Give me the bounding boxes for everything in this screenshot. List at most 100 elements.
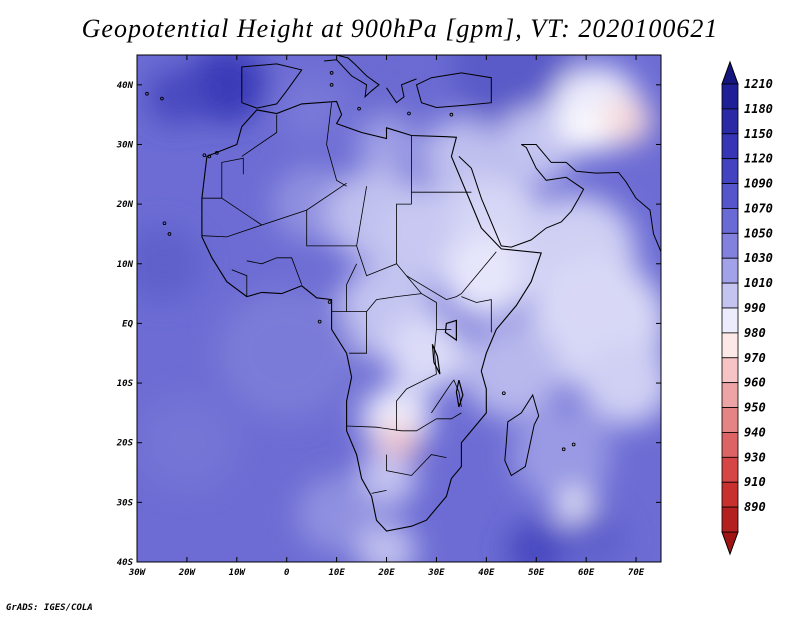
lake-outline [455,379,464,408]
field-blob [356,116,417,173]
colorbar-label: 930 [744,450,766,464]
colorbar-swatch [721,108,739,135]
colorbar-swatch [721,357,739,384]
lon-tick-label: 20W [178,568,197,578]
colorbar-label: 1010 [744,276,773,290]
axis-ticks: 30W 20W 10W 0 10E 20E 30E 40E 50E 60E 70E 40N 30N 20N… [116,55,661,578]
colorbar-swatch [721,382,739,408]
colorbar-swatch [721,282,739,309]
colorbar-swatch [721,506,739,533]
lon-tick-label: 30E [427,568,445,578]
country-border [396,251,497,301]
lat-tick-label: 40N [117,81,134,91]
field-blobs [137,55,661,562]
field-blob [421,118,502,195]
field-blob [296,476,377,553]
colorbar-label: 1090 [744,177,773,191]
lon-tick-label: 20E [377,568,395,578]
lon-tick-label: 0 [284,568,290,578]
country-border [371,490,387,494]
lat-tick-label: 10S [117,379,134,389]
field-blob [581,340,661,426]
country-border [461,296,492,333]
island [202,153,207,158]
colorbar-swatch [721,481,739,508]
field-blob [276,75,347,142]
island [162,221,167,226]
field-blob [451,55,572,124]
island [160,96,164,101]
island [207,154,212,159]
colorbar-bottom-arrow [721,531,739,556]
map-frame [136,54,662,563]
colorbar-label: 1210 [744,77,773,91]
field-blob [216,286,357,420]
colorbar-swatch [721,232,739,259]
island [329,82,334,87]
country-border [201,157,244,199]
coastline-asia [521,144,661,252]
field-blob [566,509,627,562]
country-border [326,102,347,187]
colorbar-swatch [721,133,739,160]
coastline-arabia [458,144,585,248]
lat-tick-label: 10N [117,260,134,270]
country-border [231,269,248,297]
country-border [431,379,462,414]
field-blob [137,395,237,491]
field-blob [351,55,442,116]
country-border [356,186,367,246]
lon-tick-label: 10W [229,568,247,578]
coastline-italy [324,55,380,99]
lon-tick-label: 30W [128,568,147,578]
field-blob [356,450,417,507]
colorbar-swatch [721,158,739,184]
lon-tick-label: 70E [628,568,645,578]
field-blob [356,521,417,562]
coastline-turkey [415,72,492,109]
field-blob [566,113,607,152]
field-blob [137,225,202,302]
island [327,300,332,304]
lat-tick-label: EQ [122,319,133,329]
colorbar-swatch [721,208,739,234]
island [449,112,454,117]
island [329,71,334,75]
colorbar-label: 890 [744,500,766,514]
colorbar-swatch [721,332,739,359]
country-border [221,182,347,226]
colorbar-swatch [721,257,739,284]
colorbar-label: 990 [744,301,766,315]
coastline-africa [201,100,542,532]
coastline-iberia [241,63,303,109]
field-blob [386,315,467,392]
colorbar-label: 1050 [744,226,773,240]
colorbar-label: 1030 [744,251,773,265]
country-border [436,412,462,420]
lat-tick-label: 30N [116,140,134,150]
colorbar-top-arrow [721,60,739,85]
lon-tick-label: 50E [528,568,545,578]
lat-tick-label: 20N [116,200,134,210]
island [317,319,322,324]
lon-tick-label: 10E [328,568,345,578]
field-blob [146,68,207,126]
island [214,150,219,155]
colorbar-swatch [721,183,739,209]
island [167,232,172,236]
colorbar-swatch [721,83,739,110]
colorbar-label: 940 [744,425,766,439]
country-border [201,224,262,238]
field-blob [461,323,562,419]
country-border [346,418,437,432]
lake-outline [431,344,441,375]
country-border [306,203,412,277]
field-blob [601,96,652,145]
colorbar-swatch [721,456,739,483]
island [357,106,361,111]
country-border [406,275,437,351]
colorbar: 1210 1180 1150 1120 1090 1070 1050 1030 1010 990 9… [721,60,773,556]
country-border [241,114,278,157]
colorbar-label: 1070 [744,201,773,215]
